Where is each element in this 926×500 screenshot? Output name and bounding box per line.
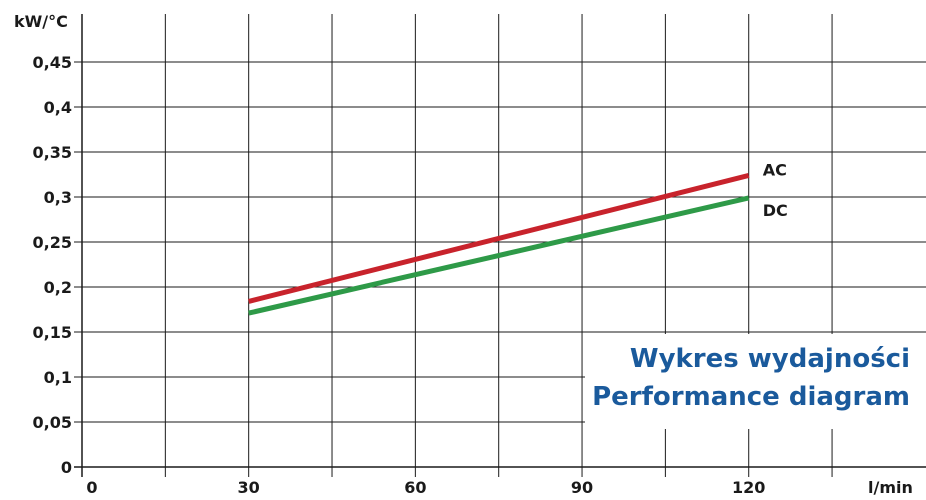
chart-subtitle: Performance diagram (592, 382, 910, 412)
series-label-dc: DC (763, 201, 788, 220)
y-tick-label: 0,3 (44, 188, 72, 207)
axes (74, 14, 926, 477)
series-line-ac (248, 172, 750, 304)
title-box (585, 334, 926, 429)
x-tick-label: 30 (238, 478, 260, 497)
x-tick-label: 0 (86, 478, 97, 497)
y-tick-label: 0,45 (33, 53, 72, 72)
y-axis-label: kW/°C (14, 12, 68, 31)
y-tick-label: 0,1 (44, 368, 72, 387)
series (248, 172, 750, 316)
x-tick-label: 60 (404, 478, 426, 497)
series-labels: AC DC (763, 160, 788, 220)
y-tick-label: 0,35 (33, 143, 72, 162)
tick-labels: 0 0,05 0,1 0,15 0,2 0,25 0,3 0,35 0,4 0,45 0 30 60 90… (33, 53, 766, 497)
y-tick-label: 0 (61, 458, 72, 477)
x-axis-label: l/min (868, 478, 913, 497)
series-label-ac: AC (763, 160, 787, 179)
x-tick-label: 90 (571, 478, 593, 497)
chart-title: Wykres wydajności (630, 344, 910, 374)
series-line-dc (248, 195, 750, 316)
grid (74, 14, 926, 477)
y-tick-label: 0,4 (44, 98, 72, 117)
y-tick-label: 0,15 (33, 323, 72, 342)
x-tick-label: 120 (732, 478, 765, 497)
y-tick-label: 0,05 (33, 413, 72, 432)
y-tick-label: 0,25 (33, 233, 72, 252)
y-tick-label: 0,2 (44, 278, 72, 297)
